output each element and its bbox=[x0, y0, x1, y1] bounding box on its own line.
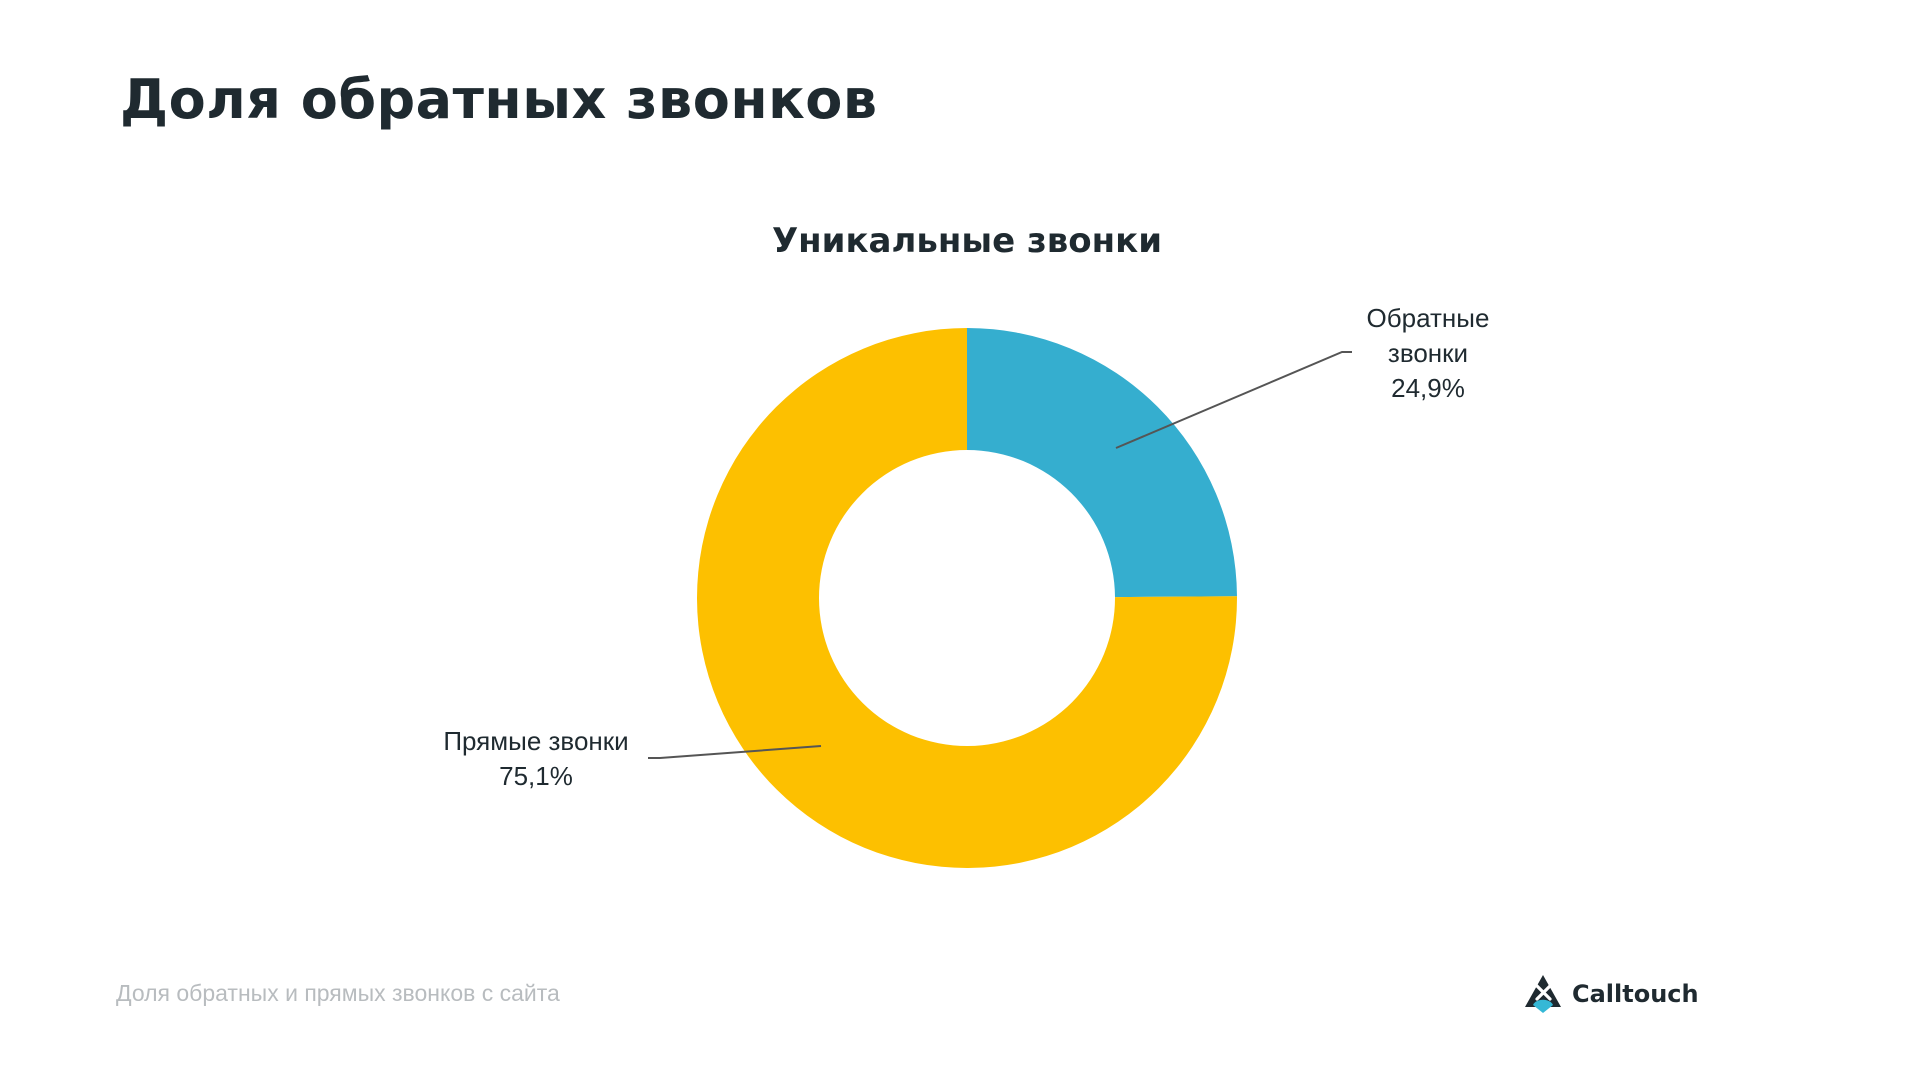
label-direct-line1: Прямые звонки bbox=[443, 726, 628, 756]
label-callback-line1: Обратные bbox=[1367, 303, 1490, 333]
label-direct-value: 75,1% bbox=[499, 761, 573, 791]
chart-title: Уникальные звонки bbox=[772, 221, 1162, 261]
label-callback-calls: Обратные звонки 24,9% bbox=[1115, 303, 1490, 449]
donut-slices bbox=[696, 328, 1237, 868]
brand-name: Calltouch bbox=[1572, 980, 1699, 1008]
donut-slice-direct-calls bbox=[696, 328, 1237, 868]
label-callback-value: 24,9% bbox=[1391, 373, 1465, 403]
footer-caption: Доля обратных и прямых звонков с сайта bbox=[116, 980, 560, 1006]
calltouch-logo-icon bbox=[1525, 975, 1561, 1013]
brand: Calltouch bbox=[1524, 974, 1699, 1014]
leader-line-direct bbox=[648, 745, 822, 759]
donut-slice-callback-calls bbox=[967, 328, 1237, 598]
label-callback-line2: звонки bbox=[1388, 338, 1468, 368]
page-title: Доля обратных звонков bbox=[120, 68, 878, 131]
leader-line-callback bbox=[1115, 351, 1352, 449]
label-direct-calls: Прямые звонки 75,1% bbox=[443, 726, 822, 791]
